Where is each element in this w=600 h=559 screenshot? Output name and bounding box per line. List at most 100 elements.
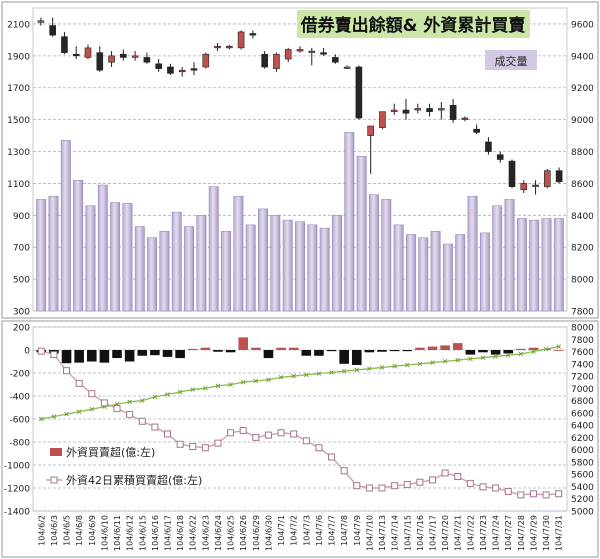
net-flow-bar	[238, 337, 249, 350]
candle-body	[273, 53, 280, 69]
right-tick-label: 5200	[571, 495, 594, 505]
left-tick-label: 900	[13, 212, 30, 222]
x-tick-label: 104/7/17	[429, 515, 438, 551]
right-tick-label: 8000	[571, 276, 594, 286]
index-point	[531, 349, 536, 354]
left-tick-label: 500	[13, 276, 30, 286]
x-tick-label: 104/7/21	[454, 515, 463, 551]
net-flow-bar	[225, 350, 236, 353]
net-flow-bar	[326, 350, 337, 352]
x-tick-label: 104/7/23	[479, 515, 488, 551]
cumulative-point	[542, 491, 550, 499]
cumulative-point	[100, 399, 108, 407]
candle-body	[390, 109, 398, 112]
volume-bar	[270, 215, 281, 312]
right-tick-label: 8800	[571, 148, 594, 158]
top-left-axis: 300 500 700 900 1100 1300 1500 1700 1900 2100	[7, 20, 30, 317]
cumulative-point	[479, 483, 487, 491]
legend-bar-swatch	[50, 448, 62, 456]
candle-body	[108, 55, 115, 63]
index-point	[354, 367, 360, 373]
candle-body	[414, 108, 422, 111]
cumulative-point	[214, 439, 222, 447]
right-tick-label: 6800	[571, 397, 594, 407]
volume-bar	[344, 132, 355, 312]
candle-body	[461, 117, 469, 120]
net-flow-bar	[251, 347, 261, 350]
candle-body	[355, 66, 363, 119]
volume-bar	[122, 203, 133, 312]
legend-line-label: 外資42日累積買賣超(億:左)	[66, 473, 202, 487]
right-tick-label: 5800	[571, 458, 594, 468]
cumulative-point	[353, 482, 361, 490]
cumulative-point	[201, 444, 209, 452]
x-tick-label: 104/6/2	[37, 515, 46, 546]
right-tick-label: 7800	[571, 336, 594, 346]
x-tick-label: 104/7/20	[441, 515, 450, 551]
volume-bar	[516, 218, 527, 312]
left-tick-label: -600	[10, 416, 31, 426]
x-tick-label: 104/7/15	[403, 515, 412, 551]
candle-body	[332, 57, 339, 63]
x-tick-label: 104/6/3	[50, 515, 59, 546]
cumulative-point	[340, 467, 348, 475]
left-tick-label: 1900	[7, 52, 30, 62]
index-point	[341, 368, 347, 374]
index-point	[152, 394, 158, 400]
x-tick-label: 104/7/1	[277, 515, 286, 546]
cumulative-point	[328, 453, 336, 461]
x-tick-label: 104/7/29	[529, 515, 538, 551]
net-flow-bar	[427, 346, 438, 350]
x-tick-label: 104/7/27	[504, 515, 513, 551]
candle-body	[532, 184, 539, 187]
volume-bar	[147, 237, 158, 312]
x-tick-label: 104/6/15	[138, 515, 147, 551]
index-point	[51, 414, 57, 419]
index-point	[190, 387, 196, 392]
volume-bar	[60, 140, 71, 312]
index-point	[266, 377, 271, 383]
candle-body	[155, 63, 162, 69]
cumulative-point	[88, 390, 96, 398]
candle-body	[143, 57, 151, 63]
candle-body	[320, 52, 327, 55]
cumulative-point	[189, 443, 197, 451]
x-tick-label: 104/7/2	[290, 515, 299, 546]
index-line	[38, 344, 562, 422]
volume-bars	[36, 132, 564, 312]
volume-bar	[393, 224, 404, 312]
cumulative-point	[277, 429, 285, 437]
candle-body	[96, 52, 104, 71]
net-flow-bar	[503, 350, 514, 354]
index-point	[430, 360, 435, 365]
x-tick-label: 104/6/11	[113, 515, 122, 551]
x-tick-label: 104/6/29	[252, 515, 261, 551]
volume-bar	[553, 218, 564, 312]
net-flow-bar	[528, 347, 539, 350]
index-point	[392, 363, 397, 369]
volume-bar	[282, 219, 293, 312]
left-tick-label: -800	[10, 439, 31, 449]
index-point	[64, 411, 69, 417]
volume-bar	[295, 221, 305, 312]
left-tick-label: 0	[24, 347, 30, 357]
cumulative-point	[454, 473, 462, 480]
x-tick-label: 104/6/5	[63, 515, 72, 546]
x-tick-label: 104/7/14	[391, 515, 400, 551]
index-point	[203, 386, 208, 391]
net-flow-bar	[364, 350, 375, 353]
volume-bar	[307, 224, 318, 312]
x-tick-label: 104/6/12	[126, 515, 135, 551]
volume-bar	[319, 227, 330, 312]
index-point	[329, 370, 334, 375]
volume-bar	[467, 195, 478, 312]
cumulative-point	[315, 444, 323, 452]
x-tick-label: 104/6/23	[201, 515, 210, 551]
x-tick-label: 104/7/3	[302, 515, 311, 546]
net-flow-bar	[150, 350, 160, 356]
volume-bar	[159, 231, 170, 312]
x-tick-label: 104/7/10	[365, 515, 374, 551]
candle-body	[249, 33, 257, 36]
x-tick-label: 104/7/6	[315, 515, 324, 546]
right-tick-label: 8000	[571, 324, 594, 334]
